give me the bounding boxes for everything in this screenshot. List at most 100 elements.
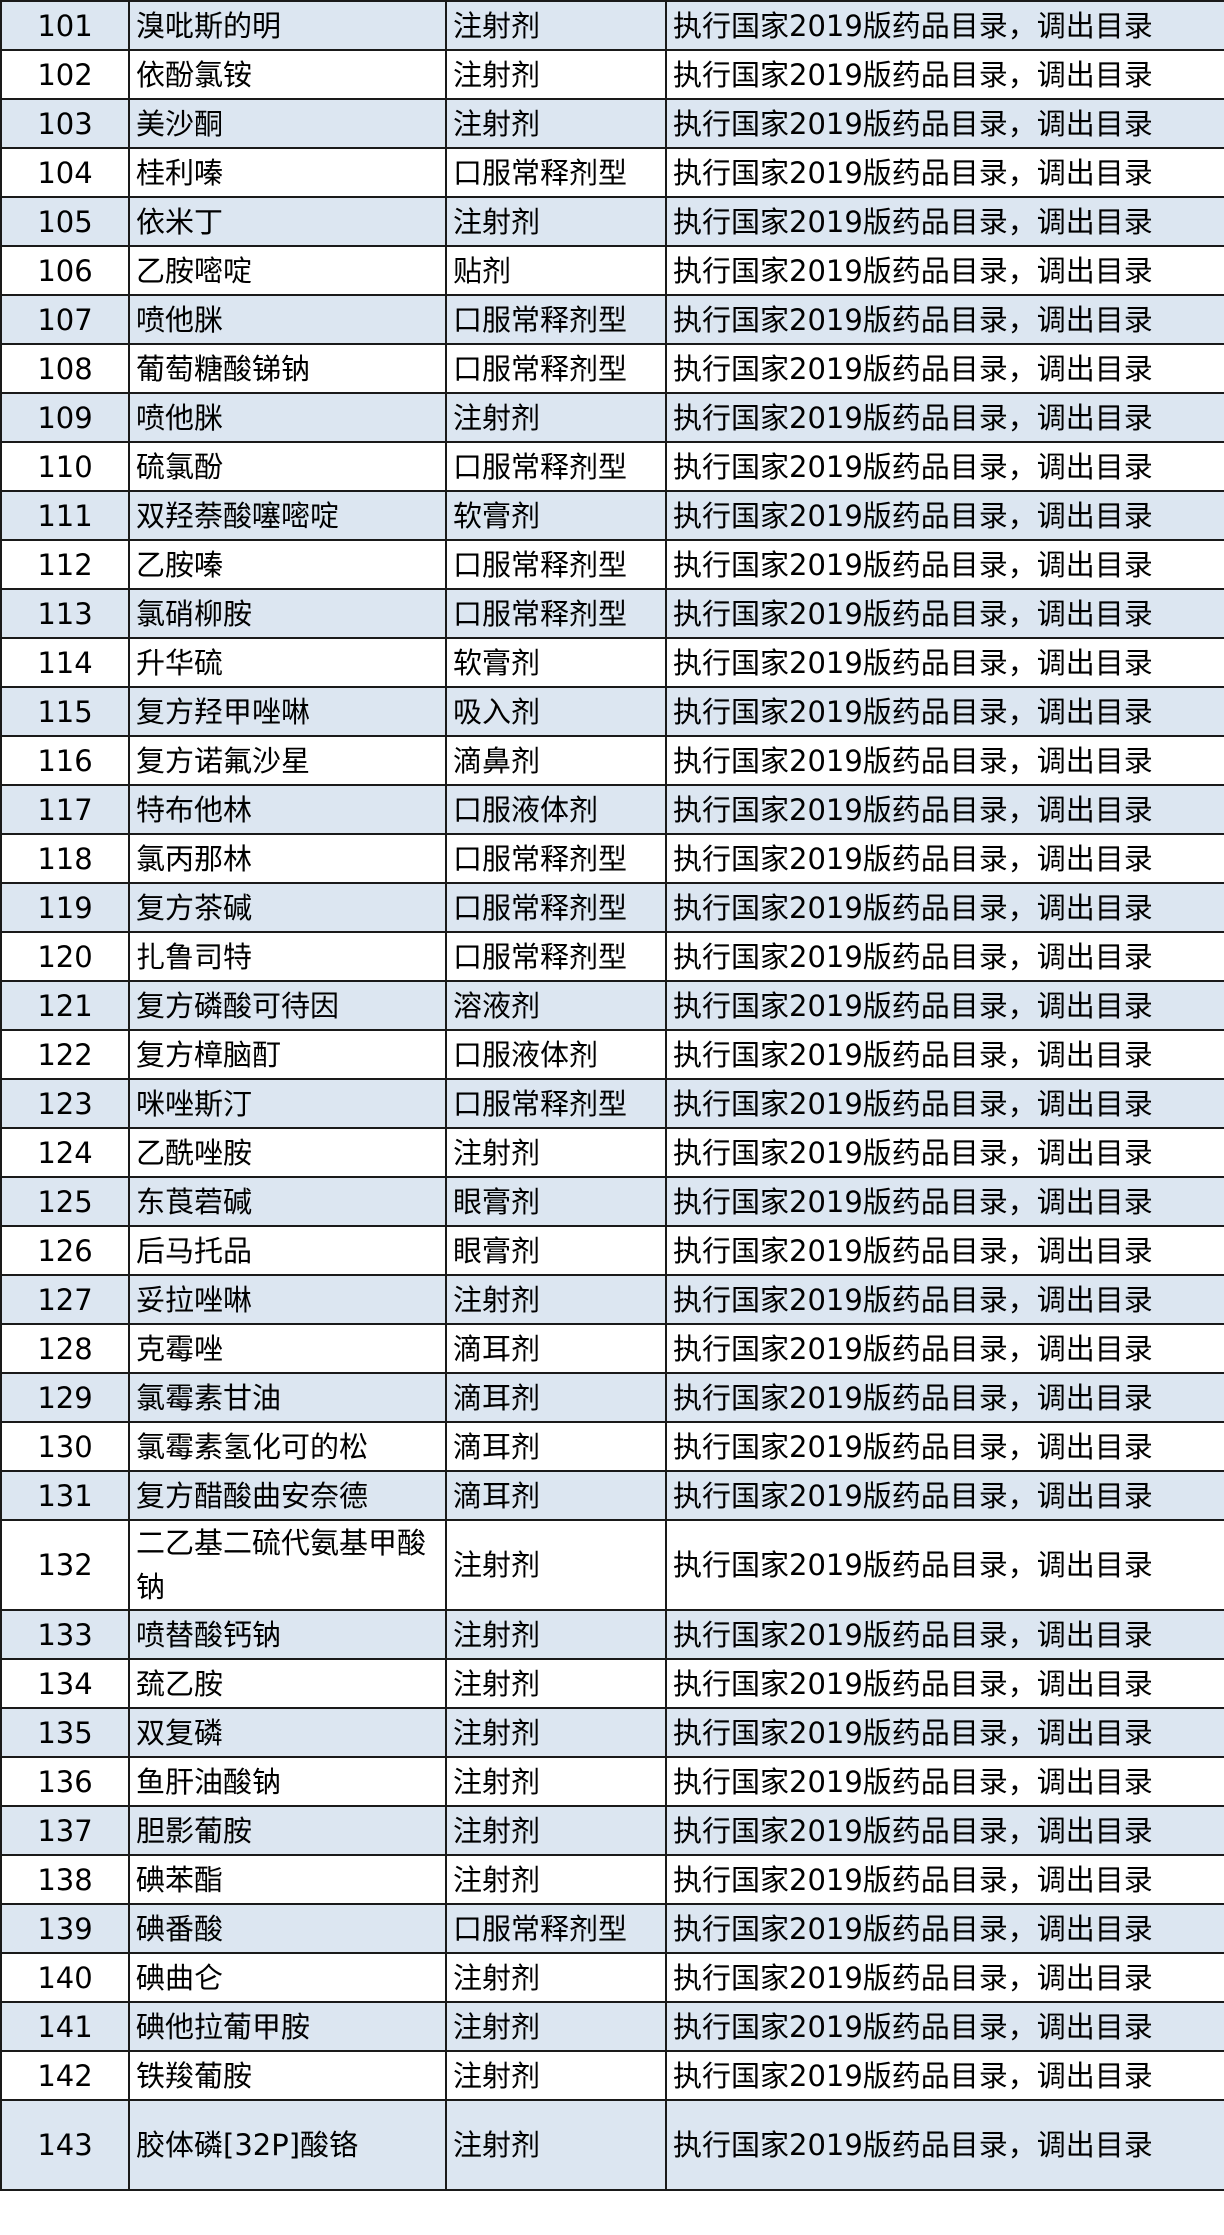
drug-name-cell: 复方诺氟沙星	[128, 735, 447, 786]
table-row: 142 铁羧葡胺 注射剂 执行国家2019版药品目录，调出目录	[0, 2050, 1224, 2101]
drug-name-cell: 氯丙那林	[128, 833, 447, 884]
row-number-cell: 143	[0, 2099, 130, 2191]
drug-name-cell: 升华硫	[128, 637, 447, 688]
row-number-cell: 105	[0, 196, 130, 247]
remark-cell: 执行国家2019版药品目录，调出目录	[665, 1421, 1224, 1472]
row-number-cell: 102	[0, 49, 130, 100]
dosage-form-cell: 口服常释剂型	[445, 833, 667, 884]
drug-name-cell: 乙胺嗪	[128, 539, 447, 590]
drug-name-cell: 复方磷酸可待因	[128, 980, 447, 1031]
remark-cell: 执行国家2019版药品目录，调出目录	[665, 931, 1224, 982]
row-number-cell: 137	[0, 1805, 130, 1856]
drug-name-cell: 硫氯酚	[128, 441, 447, 492]
dosage-form-cell: 注射剂	[445, 1127, 667, 1178]
remark-cell: 执行国家2019版药品目录，调出目录	[665, 1658, 1224, 1709]
table-row: 125 东莨菪碱 眼膏剂 执行国家2019版药品目录，调出目录	[0, 1176, 1224, 1227]
table-row: 117 特布他林 口服液体剂 执行国家2019版药品目录，调出目录	[0, 784, 1224, 835]
row-number-cell: 120	[0, 931, 130, 982]
table-row: 111 双羟萘酸噻嘧啶 软膏剂 执行国家2019版药品目录，调出目录	[0, 490, 1224, 541]
remark-cell: 执行国家2019版药品目录，调出目录	[665, 1323, 1224, 1374]
drug-name-cell: 克霉唑	[128, 1323, 447, 1374]
drug-name-cell: 双复磷	[128, 1707, 447, 1758]
dosage-form-cell: 口服常释剂型	[445, 147, 667, 198]
drug-name-cell: 胆影葡胺	[128, 1805, 447, 1856]
row-number-cell: 142	[0, 2050, 130, 2101]
remark-cell: 执行国家2019版药品目录，调出目录	[665, 245, 1224, 296]
table-row: 103 美沙酮 注射剂 执行国家2019版药品目录，调出目录	[0, 98, 1224, 149]
row-number-cell: 109	[0, 392, 130, 443]
row-number-cell: 103	[0, 98, 130, 149]
row-number-cell: 132	[0, 1519, 130, 1611]
table-row: 138 碘苯酯 注射剂 执行国家2019版药品目录，调出目录	[0, 1854, 1224, 1905]
row-number-cell: 117	[0, 784, 130, 835]
dosage-form-cell: 注射剂	[445, 2050, 667, 2101]
dosage-form-cell: 贴剂	[445, 245, 667, 296]
table-row: 128 克霉唑 滴耳剂 执行国家2019版药品目录，调出目录	[0, 1323, 1224, 1374]
dosage-form-cell: 滴鼻剂	[445, 735, 667, 786]
dosage-form-cell: 注射剂	[445, 1952, 667, 2003]
table-row: 129 氯霉素甘油 滴耳剂 执行国家2019版药品目录，调出目录	[0, 1372, 1224, 1423]
row-number-cell: 114	[0, 637, 130, 688]
dosage-form-cell: 注射剂	[445, 1609, 667, 1660]
table-row: 134 巯乙胺 注射剂 执行国家2019版药品目录，调出目录	[0, 1658, 1224, 1709]
dosage-form-cell: 注射剂	[445, 196, 667, 247]
drug-name-cell: 依米丁	[128, 196, 447, 247]
drug-name-cell: 乙胺嘧啶	[128, 245, 447, 296]
remark-cell: 执行国家2019版药品目录，调出目录	[665, 784, 1224, 835]
drug-name-cell: 溴吡斯的明	[128, 0, 447, 51]
remark-cell: 执行国家2019版药品目录，调出目录	[665, 637, 1224, 688]
remark-cell: 执行国家2019版药品目录，调出目录	[665, 1805, 1224, 1856]
remark-cell: 执行国家2019版药品目录，调出目录	[665, 1903, 1224, 1954]
row-number-cell: 111	[0, 490, 130, 541]
table-row: 121 复方磷酸可待因 溶液剂 执行国家2019版药品目录，调出目录	[0, 980, 1224, 1031]
row-number-cell: 113	[0, 588, 130, 639]
dosage-form-cell: 口服常释剂型	[445, 882, 667, 933]
remark-cell: 执行国家2019版药品目录，调出目录	[665, 1029, 1224, 1080]
row-number-cell: 141	[0, 2001, 130, 2052]
table-row: 131 复方醋酸曲安奈德 滴耳剂 执行国家2019版药品目录，调出目录	[0, 1470, 1224, 1521]
dosage-form-cell: 口服常释剂型	[445, 343, 667, 394]
remark-cell: 执行国家2019版药品目录，调出目录	[665, 1372, 1224, 1423]
row-number-cell: 122	[0, 1029, 130, 1080]
dosage-form-cell: 口服常释剂型	[445, 294, 667, 345]
drug-name-cell: 葡萄糖酸锑钠	[128, 343, 447, 394]
table-row: 133 喷替酸钙钠 注射剂 执行国家2019版药品目录，调出目录	[0, 1609, 1224, 1660]
table-row: 104 桂利嗪 口服常释剂型 执行国家2019版药品目录，调出目录	[0, 147, 1224, 198]
table-row: 110 硫氯酚 口服常释剂型 执行国家2019版药品目录，调出目录	[0, 441, 1224, 492]
remark-cell: 执行国家2019版药品目录，调出目录	[665, 147, 1224, 198]
table-row: 108 葡萄糖酸锑钠 口服常释剂型 执行国家2019版药品目录，调出目录	[0, 343, 1224, 394]
drug-name-cell: 东莨菪碱	[128, 1176, 447, 1227]
table-row: 123 咪唑斯汀 口服常释剂型 执行国家2019版药品目录，调出目录	[0, 1078, 1224, 1129]
row-number-cell: 138	[0, 1854, 130, 1905]
dosage-form-cell: 口服常释剂型	[445, 931, 667, 982]
remark-cell: 执行国家2019版药品目录，调出目录	[665, 735, 1224, 786]
row-number-cell: 136	[0, 1756, 130, 1807]
row-number-cell: 128	[0, 1323, 130, 1374]
table-row: 122 复方樟脑酊 口服液体剂 执行国家2019版药品目录，调出目录	[0, 1029, 1224, 1080]
row-number-cell: 106	[0, 245, 130, 296]
dosage-form-cell: 眼膏剂	[445, 1225, 667, 1276]
row-number-cell: 123	[0, 1078, 130, 1129]
drug-name-cell: 美沙酮	[128, 98, 447, 149]
dosage-form-cell: 溶液剂	[445, 980, 667, 1031]
remark-cell: 执行国家2019版药品目录，调出目录	[665, 1470, 1224, 1521]
table-row: 119 复方茶碱 口服常释剂型 执行国家2019版药品目录，调出目录	[0, 882, 1224, 933]
dosage-form-cell: 注射剂	[445, 1805, 667, 1856]
table-row: 101 溴吡斯的明 注射剂 执行国家2019版药品目录，调出目录	[0, 0, 1224, 51]
dosage-form-cell: 注射剂	[445, 2099, 667, 2191]
drug-name-cell: 复方茶碱	[128, 882, 447, 933]
row-number-cell: 125	[0, 1176, 130, 1227]
drug-name-cell: 妥拉唑啉	[128, 1274, 447, 1325]
drug-name-cell: 复方羟甲唑啉	[128, 686, 447, 737]
dosage-form-cell: 注射剂	[445, 1707, 667, 1758]
row-number-cell: 139	[0, 1903, 130, 1954]
dosage-form-cell: 注射剂	[445, 1274, 667, 1325]
drug-name-cell: 复方樟脑酊	[128, 1029, 447, 1080]
table-row: 120 扎鲁司特 口服常释剂型 执行国家2019版药品目录，调出目录	[0, 931, 1224, 982]
dosage-form-cell: 滴耳剂	[445, 1323, 667, 1374]
drug-name-cell: 鱼肝油酸钠	[128, 1756, 447, 1807]
remark-cell: 执行国家2019版药品目录，调出目录	[665, 1952, 1224, 2003]
drug-name-cell: 咪唑斯汀	[128, 1078, 447, 1129]
table-row: 106 乙胺嘧啶 贴剂 执行国家2019版药品目录，调出目录	[0, 245, 1224, 296]
